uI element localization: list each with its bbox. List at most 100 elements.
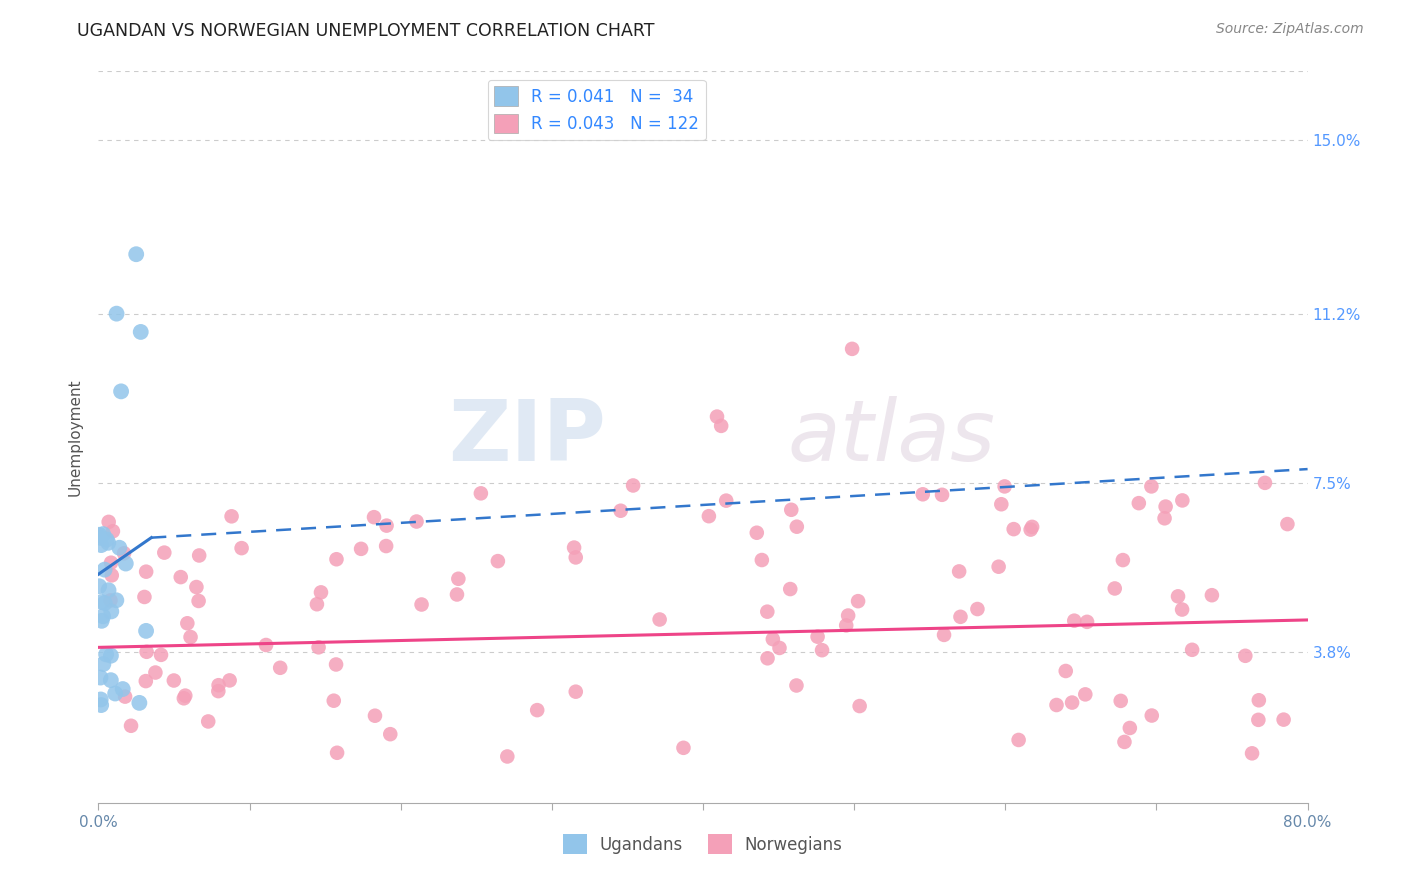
Point xyxy=(231,541,253,555)
Point xyxy=(174,689,197,703)
Point xyxy=(90,595,112,609)
Text: Source: ZipAtlas.com: Source: ZipAtlas.com xyxy=(1216,22,1364,37)
Point xyxy=(405,515,427,529)
Point xyxy=(150,648,173,662)
Point xyxy=(1062,696,1084,710)
Point xyxy=(100,556,122,570)
Point xyxy=(363,510,385,524)
Point xyxy=(648,613,671,627)
Point xyxy=(846,594,869,608)
Point xyxy=(135,674,157,689)
Point xyxy=(90,538,112,552)
Point xyxy=(785,678,807,692)
Point xyxy=(96,533,118,547)
Point xyxy=(97,536,120,550)
Point xyxy=(911,487,934,501)
Point xyxy=(188,549,211,563)
Point xyxy=(93,657,115,671)
Point xyxy=(1045,698,1067,712)
Point xyxy=(756,651,779,665)
Point xyxy=(254,638,277,652)
Point xyxy=(93,563,115,577)
Point xyxy=(134,590,156,604)
Point xyxy=(564,550,586,565)
Point xyxy=(1112,553,1135,567)
Point xyxy=(1002,522,1025,536)
Point xyxy=(446,587,468,601)
Point xyxy=(1277,517,1299,532)
Point xyxy=(187,594,209,608)
Point xyxy=(135,565,157,579)
Point xyxy=(1201,588,1223,602)
Text: UGANDAN VS NORWEGIAN UNEMPLOYMENT CORRELATION CHART: UGANDAN VS NORWEGIAN UNEMPLOYMENT CORREL… xyxy=(77,22,655,40)
Point xyxy=(128,696,150,710)
Point xyxy=(322,694,344,708)
Point xyxy=(1104,582,1126,596)
Point xyxy=(756,605,779,619)
Point xyxy=(1119,721,1142,735)
Point xyxy=(697,509,720,524)
Point xyxy=(496,749,519,764)
Point xyxy=(672,740,695,755)
Point xyxy=(186,580,208,594)
Point xyxy=(176,616,198,631)
Point xyxy=(89,671,111,685)
Point xyxy=(470,486,492,500)
Point xyxy=(90,692,112,706)
Point xyxy=(1019,523,1042,537)
Point xyxy=(526,703,548,717)
Point xyxy=(841,342,863,356)
Point xyxy=(90,614,112,628)
Point xyxy=(1171,602,1194,616)
Point xyxy=(811,643,834,657)
Point xyxy=(1140,479,1163,493)
Point xyxy=(269,661,291,675)
Point xyxy=(710,418,733,433)
Point xyxy=(706,409,728,424)
Point xyxy=(97,515,120,529)
Point xyxy=(1254,475,1277,490)
Point xyxy=(1247,713,1270,727)
Point xyxy=(994,479,1017,493)
Point xyxy=(609,504,631,518)
Point xyxy=(100,604,122,618)
Point xyxy=(1054,664,1077,678)
Point xyxy=(987,559,1010,574)
Point xyxy=(207,684,229,698)
Point xyxy=(350,541,373,556)
Point xyxy=(949,609,972,624)
Point xyxy=(486,554,509,568)
Point xyxy=(94,596,117,610)
Point xyxy=(1272,713,1295,727)
Point xyxy=(1241,747,1264,761)
Point xyxy=(621,478,644,492)
Point xyxy=(1153,511,1175,525)
Point xyxy=(180,630,202,644)
Point xyxy=(768,640,790,655)
Text: ZIP: ZIP xyxy=(449,395,606,479)
Point xyxy=(89,579,111,593)
Point xyxy=(100,568,122,582)
Point xyxy=(990,497,1012,511)
Point xyxy=(89,528,111,542)
Point xyxy=(114,690,136,704)
Point xyxy=(145,665,167,680)
Point xyxy=(105,307,128,321)
Point xyxy=(1021,520,1043,534)
Point xyxy=(207,678,229,692)
Point xyxy=(91,527,114,541)
Point xyxy=(837,608,859,623)
Point xyxy=(108,541,131,555)
Point xyxy=(751,553,773,567)
Point xyxy=(100,648,122,663)
Point xyxy=(100,593,122,607)
Point xyxy=(173,691,195,706)
Point xyxy=(1181,642,1204,657)
Point xyxy=(779,582,801,596)
Point xyxy=(948,565,970,579)
Point xyxy=(218,673,240,688)
Text: atlas: atlas xyxy=(787,395,995,479)
Point xyxy=(762,632,785,647)
Point xyxy=(110,384,132,399)
Point xyxy=(111,681,134,696)
